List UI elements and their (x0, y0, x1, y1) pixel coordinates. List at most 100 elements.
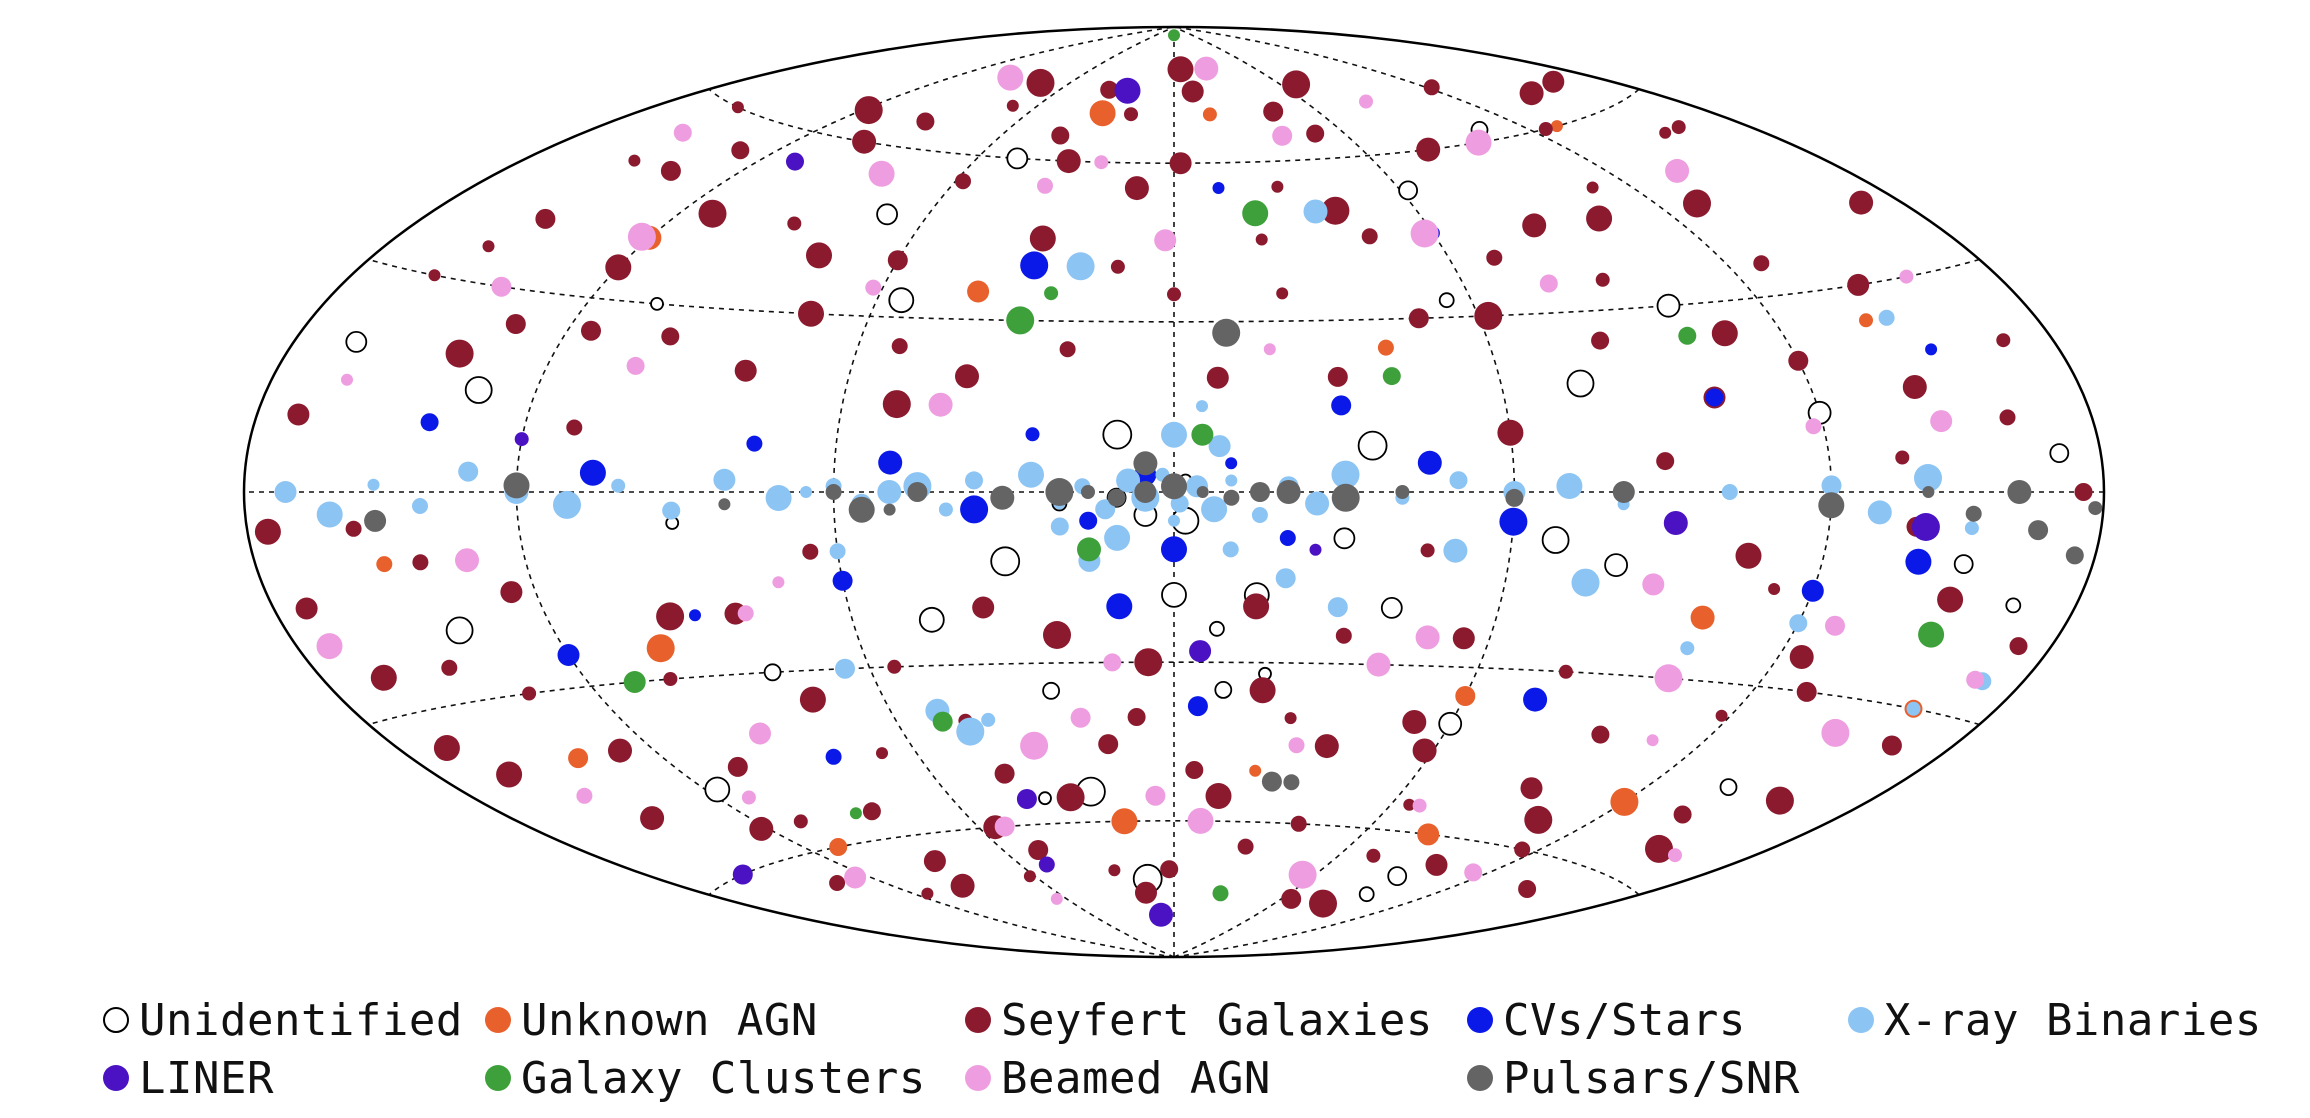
point-beamed-agn (1821, 718, 1850, 747)
point-pulsars-snr (1134, 481, 1157, 503)
point-seyfert-galaxies (2074, 483, 2093, 501)
point-cvs-stars (1187, 696, 1208, 717)
point-cvs-stars (1279, 530, 1296, 546)
point-unknown-agn (1610, 787, 1639, 816)
point-pulsars-snr (1612, 481, 1635, 503)
point-unidentified (1357, 430, 1388, 461)
point-seyfert-galaxies (1538, 122, 1553, 136)
point-seyfert-galaxies (1519, 81, 1544, 106)
point-beamed-agn (928, 392, 953, 417)
point-seyfert-galaxies (2009, 637, 2028, 656)
point-beamed-agn (1187, 807, 1214, 834)
point-seyfert-galaxies (1486, 249, 1503, 266)
point-seyfert-galaxies (566, 419, 583, 436)
point-seyfert-galaxies (799, 686, 826, 713)
point-cvs-stars (1925, 343, 1938, 356)
point-seyfert-galaxies (1408, 308, 1429, 329)
point-unidentified (763, 663, 782, 682)
point-seyfert-galaxies (1474, 301, 1503, 330)
point-beamed-agn (737, 605, 754, 622)
point-seyfert-galaxies (661, 327, 680, 346)
point-unidentified (876, 203, 898, 226)
point-seyfert-galaxies (1110, 259, 1125, 274)
point-x-ray-binaries (1964, 521, 1979, 536)
point-seyfert-galaxies (1542, 70, 1565, 93)
point-x-ray-binaries (412, 498, 428, 514)
point-seyfert-galaxies (1768, 583, 1781, 595)
point-unknown-agn (376, 556, 393, 573)
point-unknown-agn (1550, 120, 1563, 133)
point-seyfert-galaxies (1243, 593, 1270, 620)
point-x-ray-binaries (1066, 252, 1095, 281)
point-pulsars-snr (718, 498, 731, 511)
point-x-ray-binaries (938, 502, 953, 517)
point-seyfert-galaxies (1425, 853, 1448, 876)
point-seyfert-galaxies (581, 320, 601, 341)
point-beamed-agn (1154, 229, 1177, 252)
point-pulsars-snr (2028, 520, 2049, 541)
point-seyfert-galaxies (1185, 761, 1204, 779)
point-seyfert-galaxies (955, 173, 971, 190)
point-seyfert-galaxies (1124, 107, 1138, 122)
point-seyfert-galaxies (287, 403, 310, 426)
point-unknown-agn (1089, 100, 1116, 127)
point-beamed-agn (316, 633, 343, 660)
point-beamed-agn (341, 373, 353, 386)
point-seyfert-galaxies (1169, 152, 1192, 175)
point-seyfert-galaxies (854, 96, 883, 125)
point-galaxy-clusters (849, 807, 862, 820)
map-outline (242, 25, 2106, 959)
point-seyfert-galaxies (663, 672, 678, 686)
point-seyfert-galaxies (1167, 56, 1194, 83)
point-x-ray-binaries (956, 717, 985, 746)
point-seyfert-galaxies (1520, 777, 1543, 800)
point-seyfert-galaxies (605, 254, 632, 281)
point-liner (1016, 789, 1037, 809)
point-beamed-agn (1465, 129, 1492, 156)
point-pulsars-snr (364, 509, 387, 532)
point-unidentified (1438, 711, 1463, 736)
point-x-ray-binaries (800, 486, 812, 498)
point-beamed-agn (997, 64, 1024, 91)
point-x-ray-binaries (1680, 641, 1695, 656)
point-unknown-agn (967, 280, 990, 303)
point-cvs-stars (1417, 450, 1442, 475)
point-beamed-agn (1037, 177, 1053, 194)
point-liner (1189, 640, 1212, 663)
point-galaxy-clusters (1077, 537, 1101, 562)
point-unidentified (2005, 597, 2022, 614)
point-pulsars-snr (1283, 774, 1300, 791)
point-seyfert-galaxies (1056, 149, 1081, 174)
point-beamed-agn (1145, 785, 1166, 806)
point-pulsars-snr (1196, 486, 1209, 498)
point-pulsars-snr (1081, 485, 1095, 499)
point-pulsars-snr (503, 472, 530, 499)
point-unidentified (1656, 293, 1681, 318)
point-seyfert-galaxies (1423, 79, 1440, 96)
point-seyfert-galaxies (1659, 126, 1672, 139)
point-seyfert-galaxies (1135, 881, 1157, 904)
point-seyfert-galaxies (1051, 126, 1070, 145)
point-x-ray-binaries (1867, 500, 1892, 525)
point-seyfert-galaxies (829, 875, 846, 891)
point-x-ray-binaries (316, 501, 343, 528)
point-pulsars-snr (825, 484, 842, 500)
point-x-ray-binaries (1878, 309, 1895, 326)
point-beamed-agn (1272, 125, 1293, 146)
point-beamed-agn (1094, 155, 1109, 170)
point-cvs-stars (579, 459, 606, 486)
point-seyfert-galaxies (876, 747, 888, 760)
point-unidentified (1541, 526, 1570, 554)
point-liner (786, 152, 804, 171)
point-beamed-agn (1966, 670, 1985, 689)
point-unidentified (1604, 553, 1628, 577)
point-seyfert-galaxies (793, 814, 808, 829)
point-beamed-agn (1194, 56, 1219, 81)
point-x-ray-binaries (1821, 475, 1842, 496)
point-x-ray-binaries (835, 658, 855, 679)
point-seyfert-galaxies (1403, 798, 1416, 811)
point-seyfert-galaxies (1847, 273, 1870, 296)
point-beamed-agn (749, 722, 771, 745)
point-seyfert-galaxies (640, 806, 665, 831)
point-x-ray-binaries (1104, 524, 1131, 551)
